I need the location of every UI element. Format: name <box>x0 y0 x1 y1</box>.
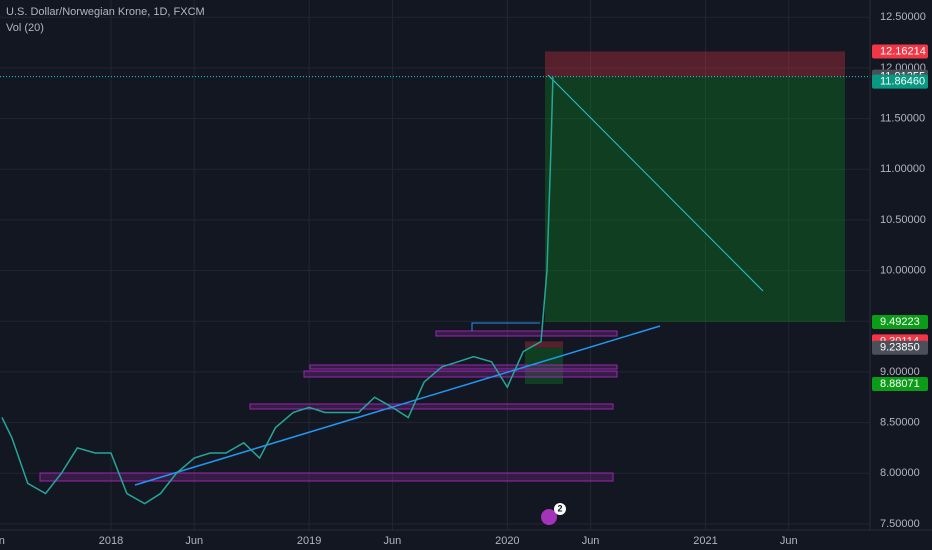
projection-line <box>547 74 764 292</box>
y-tick-label: 12.50000 <box>880 11 926 23</box>
badge[interactable] <box>554 503 566 515</box>
target-zone <box>525 347 563 385</box>
target-zone <box>545 76 845 323</box>
price-tag-label: 9.49223 <box>880 316 920 328</box>
range-line <box>471 322 540 331</box>
y-tick-label: 9.00000 <box>880 366 920 378</box>
y-tick-label: 10.00000 <box>880 264 926 276</box>
grid <box>0 0 870 530</box>
price-series <box>1 76 554 505</box>
x-tick-label: Jun <box>582 535 600 547</box>
x-tick-label: 2021 <box>693 535 717 547</box>
zone-box <box>303 370 618 378</box>
x-tick-label: Jun <box>384 535 402 547</box>
chart-title: U.S. Dollar/Norwegian Krone, 1D, FXCM <box>6 6 205 18</box>
zone-box <box>435 330 618 337</box>
x-tick-label: 2019 <box>297 535 321 547</box>
position-zones <box>0 51 870 385</box>
price-tag <box>872 340 928 355</box>
x-tick-label: Jun <box>0 535 5 547</box>
y-tick-label: 11.00000 <box>880 163 925 175</box>
volume-label: Vol (20) <box>6 22 44 34</box>
trend-line <box>134 325 661 486</box>
zone-box <box>249 403 614 410</box>
y-tick-label: 8.50000 <box>880 416 920 428</box>
price-tag <box>872 315 928 330</box>
drawings <box>39 74 764 486</box>
price-axis <box>870 0 932 550</box>
x-tick-label: Jun <box>780 535 798 547</box>
price-tag-label: 9.23850 <box>880 342 920 354</box>
axes: 7.500008.000008.500009.000009.5000010.00… <box>0 11 928 547</box>
stop-zone <box>545 51 845 77</box>
price-tag-label: 12.16214 <box>880 45 926 57</box>
event-icon[interactable] <box>541 509 557 525</box>
zone-box <box>39 472 614 482</box>
price-tag <box>872 44 928 59</box>
y-tick-label: 8.00000 <box>880 467 920 479</box>
zone-box <box>309 364 618 370</box>
badge-count: 2 <box>557 503 562 513</box>
y-tick-label: 7.50000 <box>880 518 920 530</box>
y-tick-label: 10.50000 <box>880 214 926 226</box>
x-tick-label: Jun <box>185 535 203 547</box>
price-tag-label: 11.86460 <box>880 76 925 88</box>
stop-zone <box>525 341 563 348</box>
price-tag-label: 8.88071 <box>880 378 920 390</box>
x-tick-label: 2020 <box>495 535 519 547</box>
y-tick-label: 11.50000 <box>880 112 925 124</box>
price-tag <box>872 377 928 392</box>
price-tag <box>872 74 928 89</box>
price-line <box>1 76 554 505</box>
x-tick-label: 2018 <box>99 535 123 547</box>
